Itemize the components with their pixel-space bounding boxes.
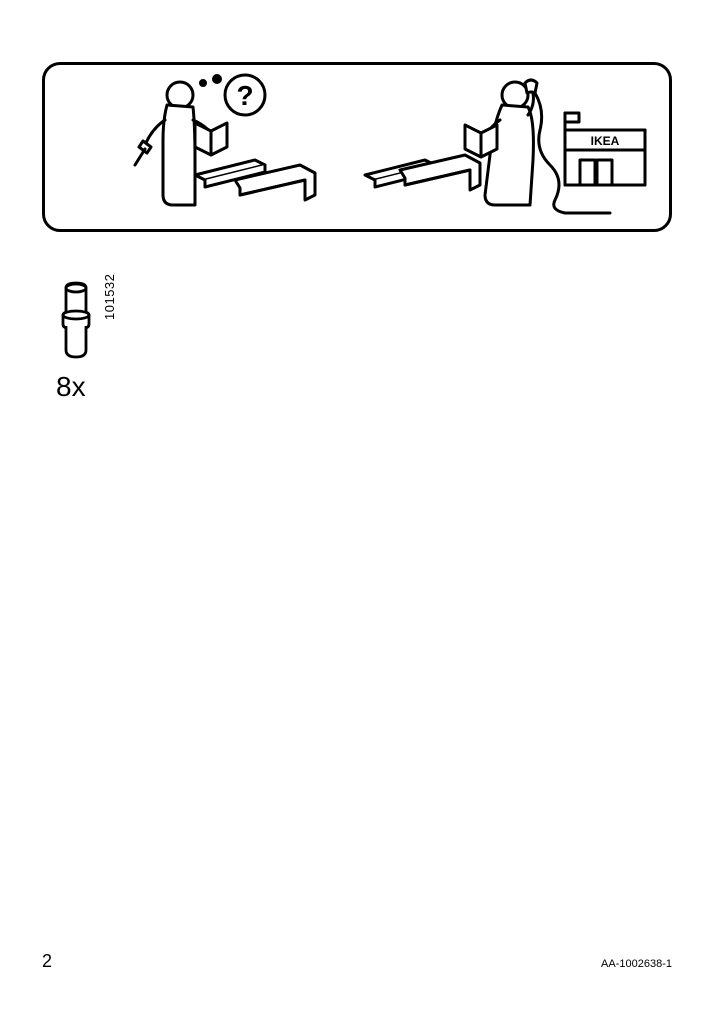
part-number: 101532 — [102, 274, 117, 320]
store-name: IKEA — [591, 134, 620, 148]
quantity-label: 8x — [56, 371, 164, 403]
instruction-illustration: ? — [45, 65, 669, 229]
instruction-panel: ? — [42, 62, 672, 232]
question-mark: ? — [236, 80, 253, 111]
dowel-icon — [58, 280, 94, 360]
hardware-item: 101532 8x — [54, 280, 164, 420]
document-id: AA-1002638-1 — [601, 958, 672, 970]
page-number: 2 — [42, 951, 52, 972]
